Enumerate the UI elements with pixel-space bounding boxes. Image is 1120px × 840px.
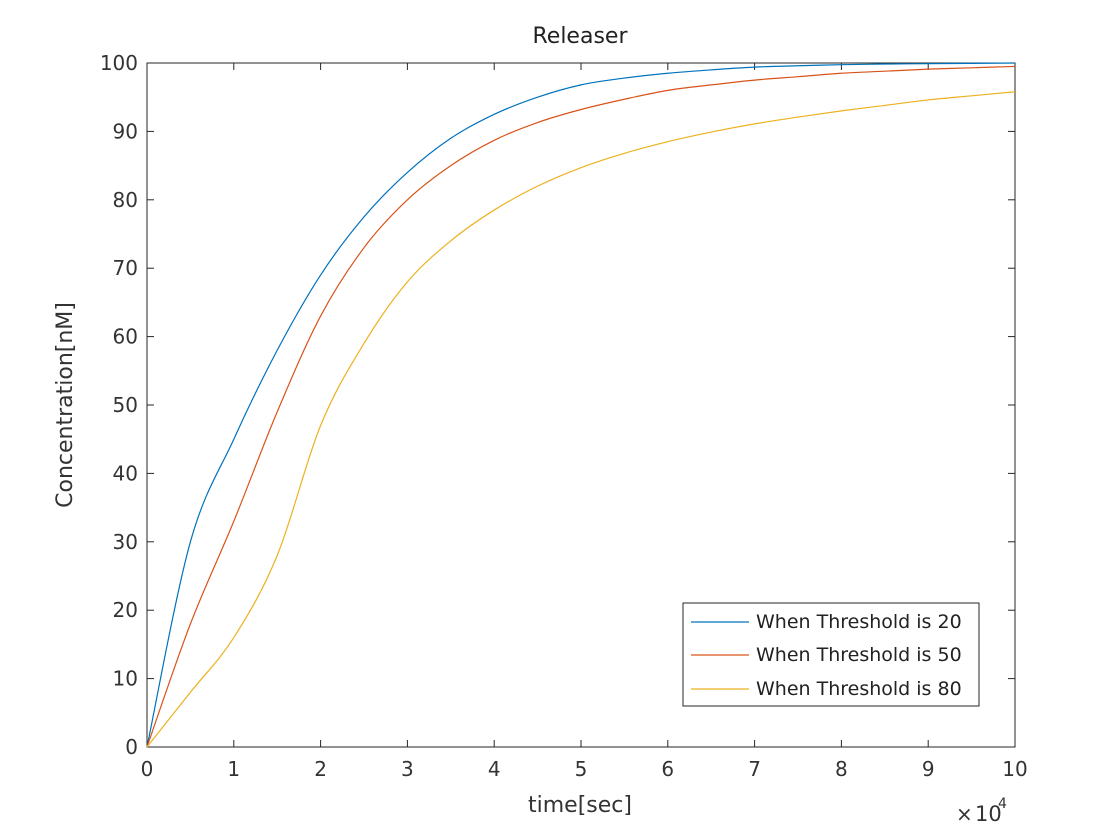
y-tick-label: 30	[113, 530, 138, 554]
y-tick-label: 100	[100, 51, 138, 75]
x-tick-label: 9	[922, 757, 935, 781]
y-tick-label: 0	[125, 735, 138, 759]
x-tick-label: 0	[141, 757, 154, 781]
x-tick-label: 1	[227, 757, 240, 781]
x-tick-label: 3	[401, 757, 414, 781]
y-tick-label: 50	[113, 393, 138, 417]
series-line-2	[146, 65, 1016, 748]
series-line-1	[146, 62, 1016, 748]
x-tick-label: 7	[748, 757, 761, 781]
x-tick-label: 4	[488, 757, 501, 781]
x-tick-label: 8	[835, 757, 848, 781]
x-tick-label: 10	[1002, 757, 1027, 781]
chart-title: Releaser	[532, 24, 628, 49]
y-tick-label: 70	[113, 256, 138, 280]
legend-label-2: When Threshold is 50	[756, 644, 962, 666]
y-tick-label: 10	[113, 667, 138, 691]
series-lines	[146, 62, 1016, 748]
legend-label-1: When Threshold is 20	[756, 611, 962, 633]
x-axis-ticks: 0 1 2 3 4 5 6 7 8 9 10	[141, 63, 1028, 781]
x-exponent-times: ×	[956, 802, 973, 826]
series-line-3	[146, 91, 1016, 748]
legend-label-3: When Threshold is 80	[756, 678, 962, 700]
y-tick-label: 40	[113, 461, 138, 485]
x-exponent-power: 4	[998, 796, 1007, 812]
x-axis-exponent: × 10 4	[956, 796, 1007, 826]
y-tick-label: 60	[113, 325, 138, 349]
x-tick-label: 2	[314, 757, 327, 781]
y-axis-label: Concentration[nM]	[53, 302, 78, 508]
y-axis-ticks: 0 10 20 30 40 50 60 70 80 90 100	[100, 51, 1015, 759]
y-tick-label: 80	[113, 188, 138, 212]
x-tick-label: 6	[661, 757, 674, 781]
y-tick-label: 90	[113, 119, 138, 143]
x-axis-label: time[sec]	[528, 793, 632, 818]
x-exponent-base: 10	[975, 802, 1002, 826]
y-tick-label: 20	[113, 598, 138, 622]
legend: When Threshold is 20 When Threshold is 50…	[682, 602, 980, 707]
x-tick-label: 5	[575, 757, 588, 781]
